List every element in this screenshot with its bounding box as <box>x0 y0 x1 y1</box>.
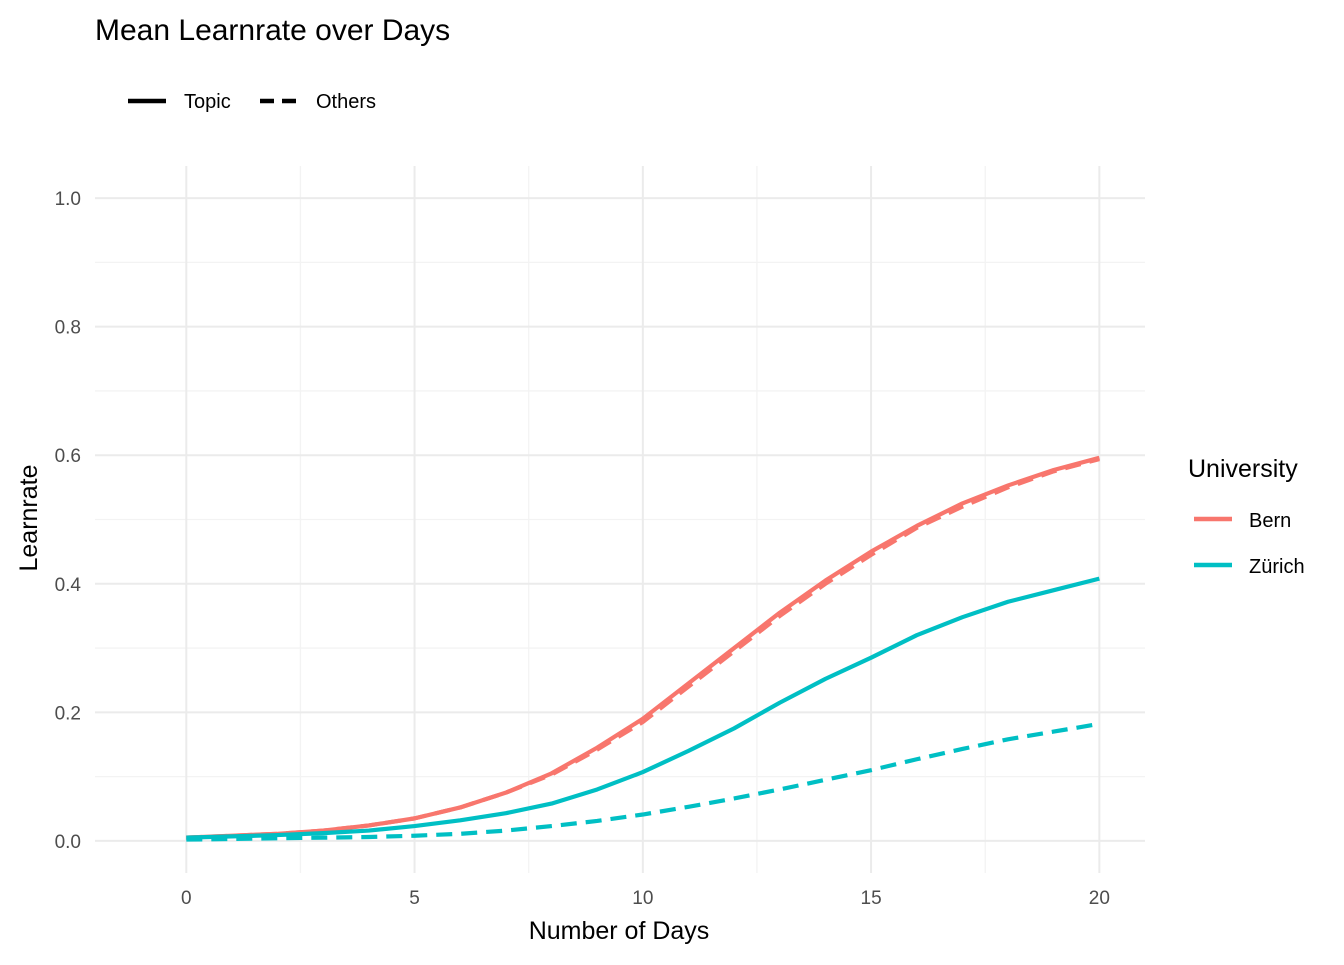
grid-layer <box>95 166 1145 873</box>
y-tick-label: 0.4 <box>55 575 82 596</box>
x-tick-label: 20 <box>1089 888 1110 909</box>
legend-label-bern: Bern <box>1249 510 1291 532</box>
legend-label-topic: Topic <box>184 91 231 113</box>
y-tick-label: 0.0 <box>55 832 81 853</box>
y-tick-label: 0.8 <box>55 318 81 339</box>
series-line-bern-others <box>186 457 1100 840</box>
series-line-zurich-topic <box>186 576 1100 840</box>
y-tick-label: 0.2 <box>55 703 81 724</box>
x-tick-label: 15 <box>861 888 882 909</box>
legend-title: University <box>1188 455 1298 483</box>
y-tick-label: 1.0 <box>55 189 81 210</box>
series-line-zurich-others <box>186 721 1100 842</box>
series-layer <box>186 455 1100 842</box>
x-tick-label: 0 <box>181 888 192 909</box>
x-tick-label: 10 <box>632 888 653 909</box>
linetype-legend: Topic Others <box>128 91 376 113</box>
color-legend: University Bern Zürich <box>1188 455 1305 578</box>
legend-label-others: Others <box>316 91 376 113</box>
chart-title: Mean Learnrate over Days <box>95 14 450 47</box>
tick-labels: 0 5 10 15 20 0.0 0.2 0.4 0.6 0.8 1.0 <box>55 189 1110 909</box>
legend-label-zurich: Zürich <box>1249 556 1305 578</box>
y-tick-label: 0.6 <box>55 446 81 467</box>
x-tick-label: 5 <box>409 888 420 909</box>
y-axis-title: Learnrate <box>15 464 43 571</box>
x-axis-title: Number of Days <box>529 917 710 945</box>
